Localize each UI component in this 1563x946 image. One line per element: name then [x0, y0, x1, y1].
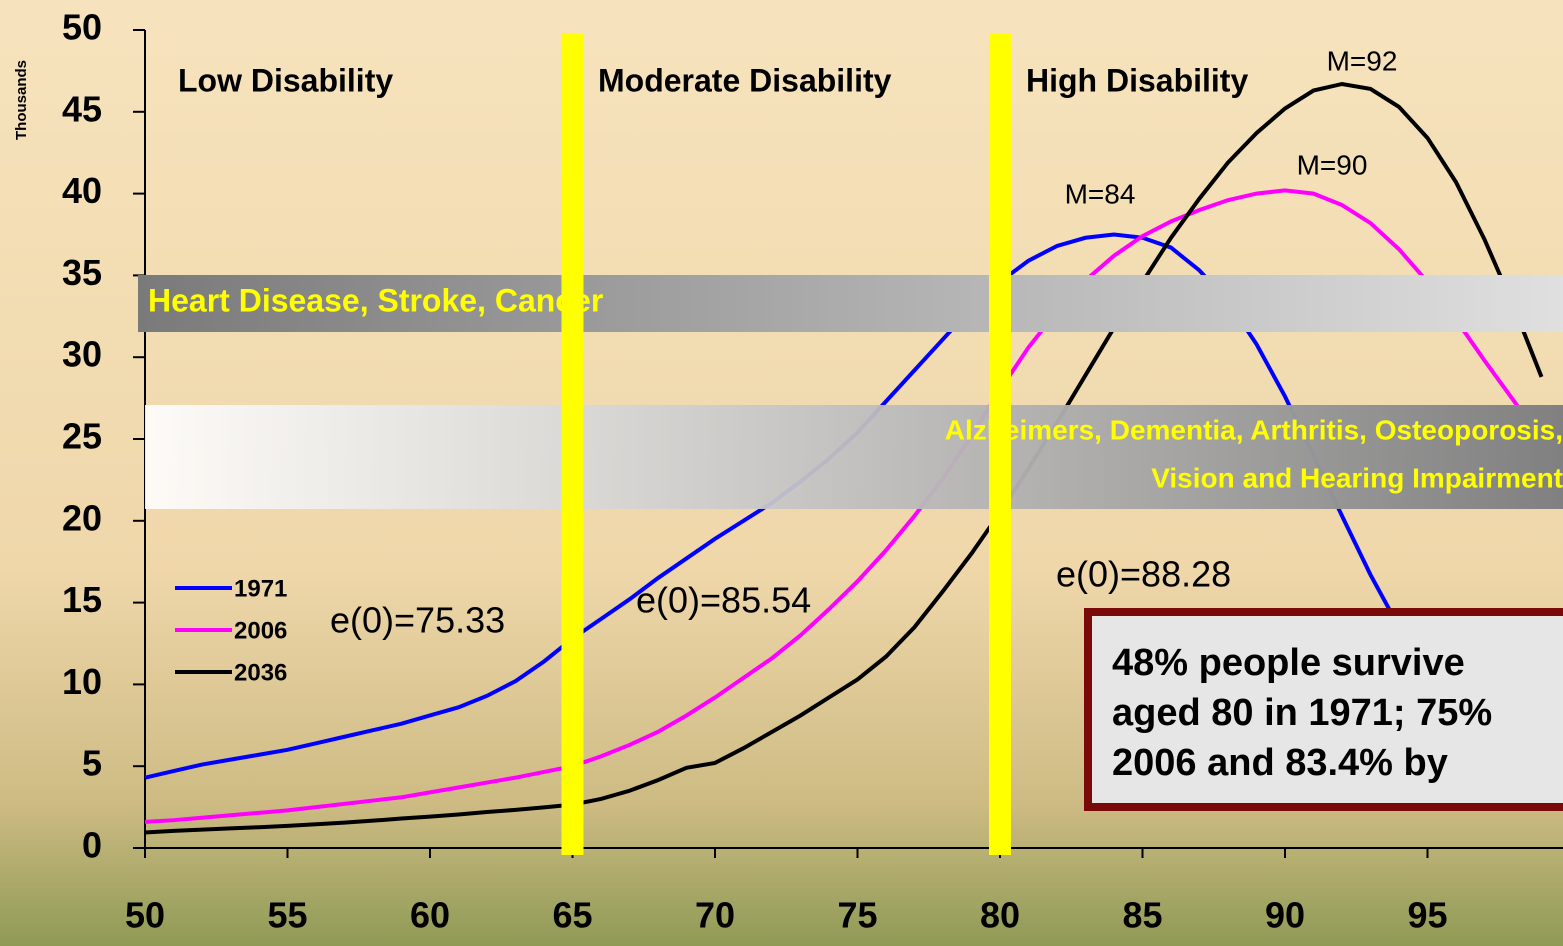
series-line: [144, 81, 1544, 835]
peak-label: M=84: [1065, 178, 1136, 209]
y-tick-label: 30: [62, 334, 102, 375]
life-expectancy-label: e(0)=85.54: [636, 580, 811, 621]
x-tick-label: 55: [267, 895, 307, 936]
x-tick-label: 80: [980, 895, 1020, 936]
legend-label: 1971: [234, 575, 287, 602]
note-box: [1084, 608, 1563, 811]
y-tick-label: 0: [82, 825, 102, 866]
band-label: Vision and Hearing Impairment: [1151, 462, 1563, 493]
region-label: Moderate Disability: [598, 62, 892, 98]
x-tick-label: 60: [410, 895, 450, 936]
x-tick-label: 75: [837, 895, 877, 936]
band-label: Alzheimers, Dementia, Arthritis, Osteopo…: [945, 414, 1563, 445]
x-tick-label: 65: [552, 895, 592, 936]
x-tick-label: 95: [1407, 895, 1447, 936]
life-expectancy-label: e(0)=88.28: [1056, 554, 1231, 595]
y-tick-label: 45: [62, 88, 102, 129]
y-tick-label: 50: [62, 7, 102, 48]
x-tick-label: 70: [695, 895, 735, 936]
band: [138, 275, 1563, 332]
peak-label: M=90: [1297, 149, 1368, 180]
region-label: Low Disability: [178, 62, 393, 98]
band-label: Heart Disease, Stroke, Cancer: [148, 282, 603, 318]
x-tick-label: 90: [1265, 895, 1305, 936]
peak-label: M=92: [1327, 45, 1398, 76]
y-tick-label: 20: [62, 497, 102, 538]
x-tick-label: 85: [1122, 895, 1162, 936]
y-tick-label: 40: [62, 170, 102, 211]
y-axis-label: Thousands: [13, 60, 30, 140]
note-line: aged 80 in 1971; 75%: [1112, 692, 1492, 734]
x-tick-label: 50: [125, 895, 165, 936]
region-label: High Disability: [1026, 62, 1248, 98]
band: [145, 405, 1563, 509]
note-line: 2006 and 83.4% by: [1112, 742, 1448, 784]
y-tick-label: 25: [62, 416, 102, 457]
y-tick-label: 15: [62, 579, 102, 620]
y-tick-label: 35: [62, 252, 102, 293]
legend-label: 2006: [234, 617, 287, 644]
y-tick-label: 5: [82, 743, 102, 784]
legend-label: 2036: [234, 659, 287, 686]
series-line: [144, 188, 1544, 824]
note-line: 48% people survive: [1112, 642, 1465, 684]
life-expectancy-label: e(0)=75.33: [330, 600, 505, 641]
y-tick-label: 10: [62, 661, 102, 702]
